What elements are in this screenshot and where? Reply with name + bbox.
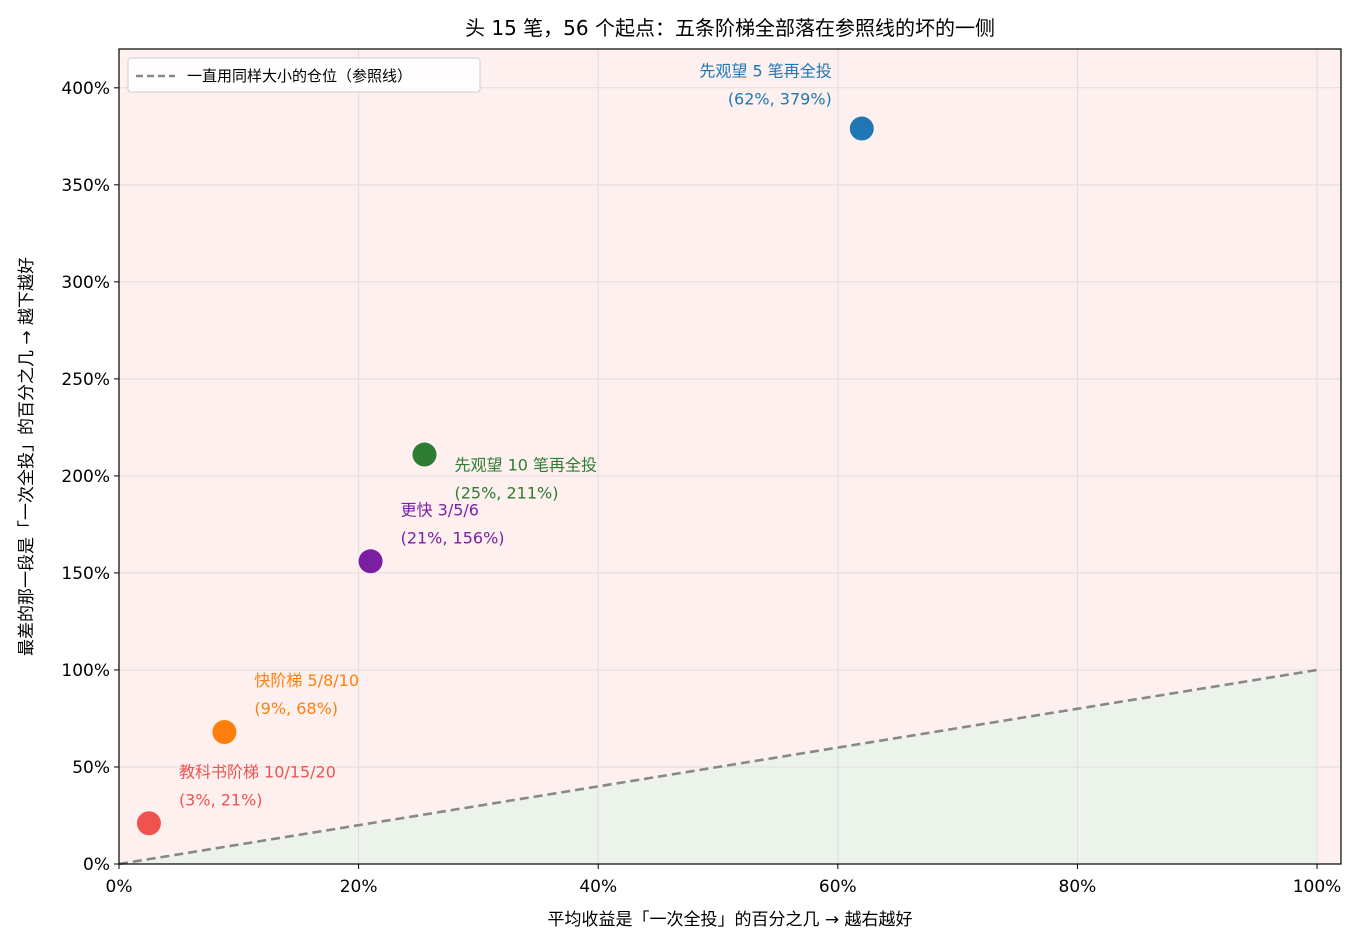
x-tick-label: 20%: [340, 877, 378, 897]
data-point: [412, 442, 437, 467]
y-tick-label: 350%: [61, 176, 110, 196]
grid: [118, 49, 1341, 865]
point-label: 更快 3/5/6: [401, 500, 479, 519]
x-axis-ticks: 0% 20% 40% 60% 80% 100%: [106, 864, 1342, 897]
y-tick-label: 0%: [83, 855, 110, 875]
x-axis-label: 平均收益是「一次全投」的百分之几 → 越右越好: [547, 910, 912, 930]
point-annotations: 先观望 5 笔再全投 (62%, 379%) 先观望 10 笔再全投 (25%, 21…: [179, 62, 832, 810]
y-axis-ticks: 0% 50% 100% 150% 200% 250% 300% 350% 400%: [61, 79, 119, 875]
point-coords: (62%, 379%): [728, 90, 832, 109]
point-label: 先观望 5 笔再全投: [699, 62, 831, 81]
point-label: 先观望 10 笔再全投: [455, 456, 598, 475]
x-tick-label: 0%: [106, 877, 133, 897]
y-tick-label: 100%: [61, 661, 110, 681]
point-label: 教科书阶梯 10/15/20: [179, 762, 336, 781]
y-tick-label: 250%: [61, 370, 110, 390]
point-coords: (9%, 68%): [254, 699, 338, 718]
y-tick-label: 300%: [61, 273, 110, 293]
legend: 一直用同样大小的仓位（参照线）: [127, 57, 481, 93]
y-tick-label: 400%: [61, 79, 110, 99]
y-tick-label: 150%: [61, 564, 110, 584]
x-tick-label: 60%: [819, 877, 857, 897]
x-tick-label: 80%: [1059, 877, 1097, 897]
reference-line: [118, 668, 1318, 866]
data-point: [358, 549, 383, 574]
data-point: [136, 811, 161, 836]
bad-region: [119, 49, 1341, 864]
y-axis-label: 最差的那一段是「一次全投」的百分之几 → 越下越好: [17, 257, 37, 656]
x-tick-label: 100%: [1293, 877, 1342, 897]
y-tick-label: 50%: [72, 758, 110, 778]
point-coords: (3%, 21%): [179, 790, 263, 809]
chart-title: 头 15 笔，56 个起点：五条阶梯全部落在参照线的坏的一侧: [465, 16, 995, 40]
y-tick-label: 200%: [61, 467, 110, 487]
point-coords: (21%, 156%): [401, 528, 505, 547]
x-tick-label: 40%: [579, 877, 617, 897]
data-point: [212, 720, 237, 745]
legend-label: 一直用同样大小的仓位（参照线）: [187, 67, 412, 85]
data-point: [849, 116, 874, 141]
legend-box: [127, 57, 481, 93]
point-coords: (25%, 211%): [455, 484, 559, 503]
point-label: 快阶梯 5/8/10: [254, 671, 359, 690]
plot-frame: [118, 48, 1342, 865]
data-points: [136, 116, 874, 836]
